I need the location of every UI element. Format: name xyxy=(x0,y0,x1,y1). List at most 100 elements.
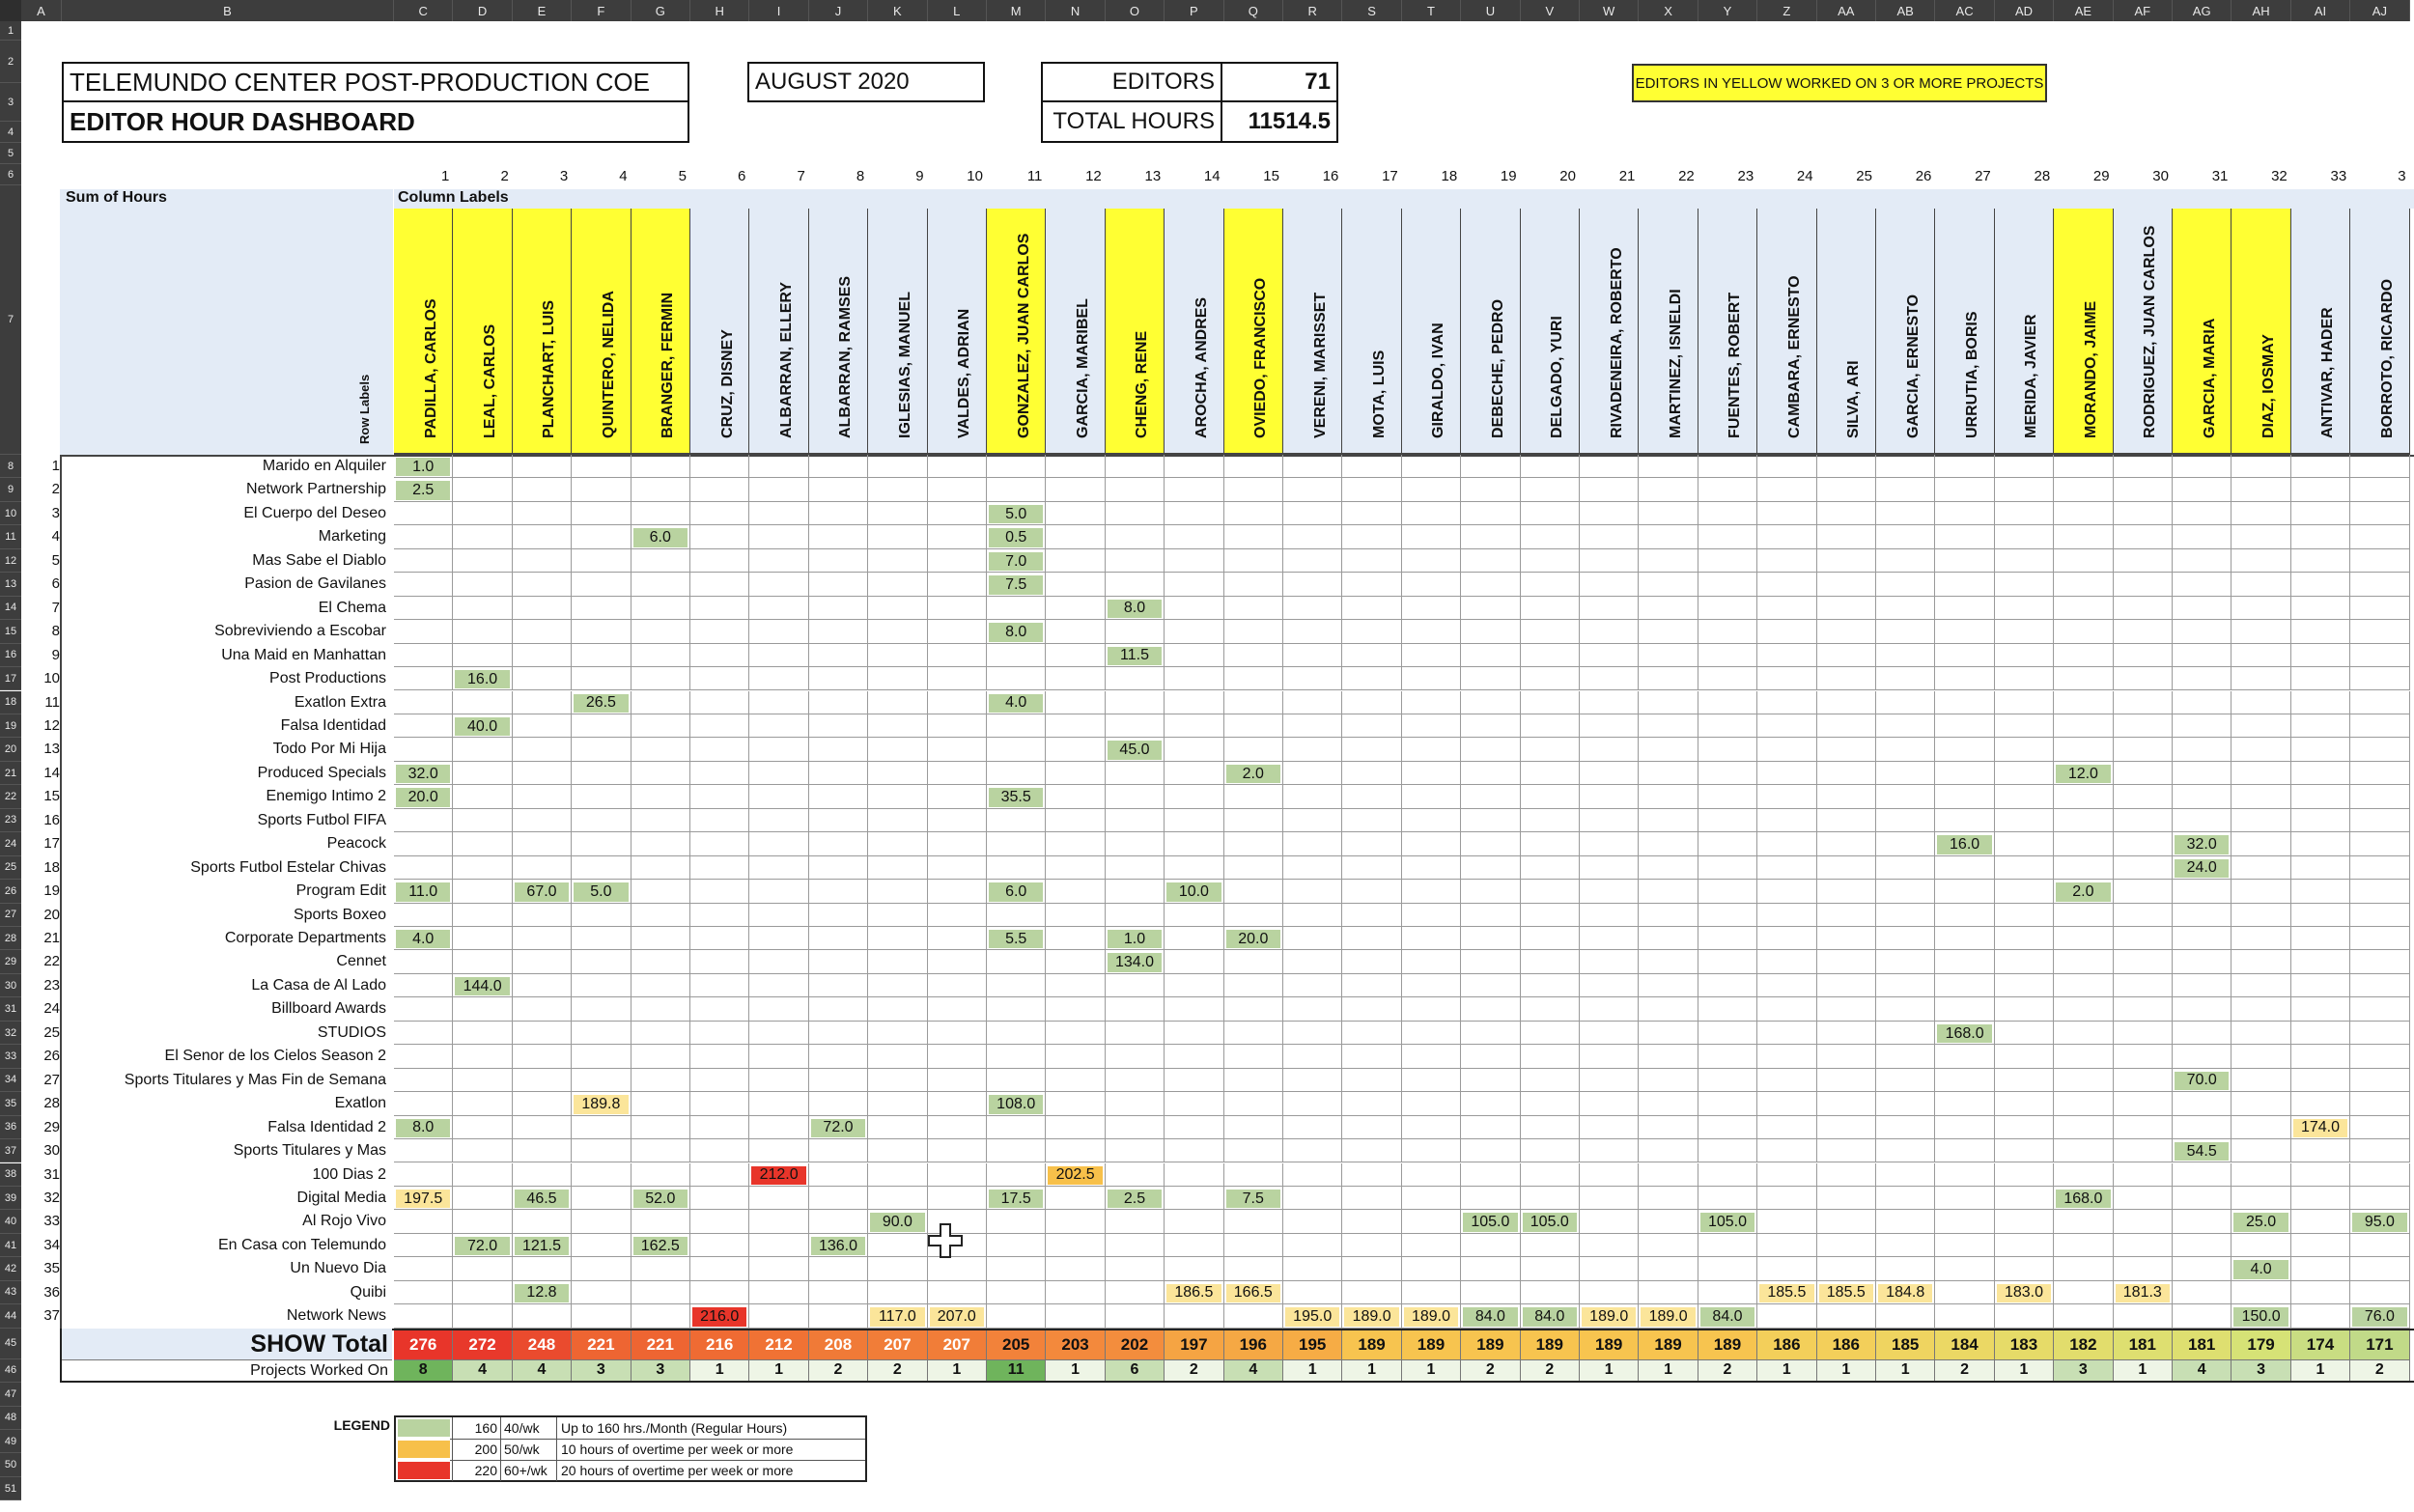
grid-cell[interactable] xyxy=(2290,950,2351,974)
grid-cell[interactable] xyxy=(1520,1210,1580,1234)
hours-value[interactable]: 105.0 xyxy=(1463,1213,1518,1232)
grid-cell[interactable] xyxy=(1757,596,1817,621)
hours-value[interactable]: 84.0 xyxy=(1699,1307,1755,1327)
grid-cell[interactable] xyxy=(1223,832,1283,856)
grid-cell[interactable] xyxy=(2290,525,2351,549)
grid-cell[interactable] xyxy=(868,455,928,479)
grid-cell[interactable] xyxy=(1520,1233,1580,1258)
row-header[interactable]: 37 xyxy=(0,1139,21,1163)
grid-cell[interactable] xyxy=(1639,808,1698,833)
grid-cell[interactable] xyxy=(868,478,928,502)
grid-cell[interactable] xyxy=(1401,1233,1462,1258)
grid-cell[interactable] xyxy=(2350,1304,2410,1329)
grid-cell[interactable] xyxy=(2054,714,2114,739)
grid-cell[interactable] xyxy=(394,738,454,762)
hours-value[interactable]: 207.0 xyxy=(929,1307,984,1327)
grid-cell[interactable] xyxy=(1698,667,1758,691)
grid-cell[interactable] xyxy=(808,1162,869,1187)
grid-cell[interactable] xyxy=(2054,1280,2114,1305)
grid-cell[interactable] xyxy=(1046,950,1106,974)
grid-cell[interactable] xyxy=(1283,1210,1343,1234)
grid-cell[interactable] xyxy=(1283,525,1343,549)
grid-cell[interactable] xyxy=(512,738,573,762)
show-name[interactable]: Billboard Awards xyxy=(271,1000,386,1018)
hours-value[interactable]: 5.0 xyxy=(989,504,1044,524)
grid-cell[interactable] xyxy=(2232,1068,2291,1093)
projects-count[interactable]: 3 xyxy=(2232,1358,2291,1381)
grid-cell[interactable] xyxy=(2232,620,2291,644)
row-header[interactable]: 29 xyxy=(0,950,21,974)
hours-value[interactable]: 16.0 xyxy=(1937,835,1992,854)
grid-cell[interactable] xyxy=(868,620,928,644)
grid-cell[interactable] xyxy=(1935,950,1995,974)
grid-cell[interactable] xyxy=(690,501,750,526)
grid-cell[interactable] xyxy=(1223,501,1283,526)
hours-value[interactable]: 20.0 xyxy=(1225,930,1280,949)
grid-cell[interactable] xyxy=(1935,1280,1995,1305)
grid-cell[interactable] xyxy=(1165,1045,1224,1069)
grid-cell[interactable] xyxy=(394,1092,454,1116)
grid-cell[interactable] xyxy=(1639,596,1698,621)
grid-cell[interactable] xyxy=(394,1045,454,1069)
projects-count[interactable]: 1 xyxy=(2113,1358,2173,1381)
grid-cell[interactable] xyxy=(1342,1257,1402,1281)
grid-cell[interactable] xyxy=(453,501,513,526)
grid-cell[interactable] xyxy=(2113,714,2173,739)
grid-cell[interactable] xyxy=(1580,455,1640,479)
grid-cell[interactable] xyxy=(1698,620,1758,644)
grid-cell[interactable] xyxy=(2113,1233,2173,1258)
grid-cell[interactable] xyxy=(808,1257,869,1281)
grid-cell[interactable] xyxy=(1520,620,1580,644)
grid-cell[interactable] xyxy=(1105,548,1165,574)
grid-cell[interactable] xyxy=(1757,1115,1817,1140)
grid-cell[interactable] xyxy=(1283,501,1343,526)
grid-cell[interactable] xyxy=(987,1045,1047,1069)
grid-cell[interactable] xyxy=(2232,855,2291,881)
grid-cell[interactable] xyxy=(1935,1115,1995,1140)
grid-cell[interactable] xyxy=(749,1162,809,1187)
grid-cell[interactable] xyxy=(1046,1162,1106,1187)
grid-cell[interactable] xyxy=(1639,548,1698,574)
grid-cell[interactable] xyxy=(1283,1280,1343,1305)
grid-cell[interactable] xyxy=(1283,478,1343,502)
grid-cell[interactable] xyxy=(1816,785,1876,809)
projects-count[interactable]: 2 xyxy=(868,1358,928,1381)
grid-cell[interactable] xyxy=(868,761,928,786)
hours-value[interactable]: 7.0 xyxy=(989,551,1044,572)
grid-cell[interactable] xyxy=(2113,927,2173,951)
grid-cell[interactable] xyxy=(512,1210,573,1234)
grid-cell[interactable] xyxy=(1223,1092,1283,1116)
grid-cell[interactable] xyxy=(1816,1115,1876,1140)
grid-cell[interactable] xyxy=(1165,950,1224,974)
grid-cell[interactable] xyxy=(394,1139,454,1163)
grid-cell[interactable] xyxy=(987,808,1047,833)
hours-value[interactable]: 70.0 xyxy=(2175,1071,2230,1091)
grid-cell[interactable] xyxy=(1342,1233,1402,1258)
grid-cell[interactable] xyxy=(1283,855,1343,881)
grid-cell[interactable] xyxy=(2350,997,2410,1022)
grid-cell[interactable] xyxy=(631,927,690,951)
editor-header[interactable]: BORROTO, RICARDO xyxy=(2350,209,2410,455)
grid-cell[interactable] xyxy=(987,1210,1047,1234)
editor-header[interactable]: LEAL, CARLOS xyxy=(453,209,513,455)
grid-cell[interactable] xyxy=(1935,1045,1995,1069)
grid-cell[interactable] xyxy=(1639,1045,1698,1069)
hours-value[interactable]: 168.0 xyxy=(2056,1189,2111,1209)
row-header[interactable]: 7 xyxy=(0,185,21,455)
grid-cell[interactable] xyxy=(690,1210,750,1234)
grid-cell[interactable] xyxy=(453,1068,513,1093)
grid-cell[interactable] xyxy=(1105,832,1165,856)
grid-cell[interactable] xyxy=(394,1115,454,1140)
show-total-value[interactable]: 202 xyxy=(1105,1330,1165,1359)
hours-value[interactable]: 16.0 xyxy=(455,670,510,689)
grid-cell[interactable] xyxy=(690,1115,750,1140)
grid-cell[interactable] xyxy=(1165,643,1224,668)
grid-cell[interactable] xyxy=(1520,832,1580,856)
grid-cell[interactable] xyxy=(2232,1304,2291,1329)
grid-cell[interactable] xyxy=(868,573,928,597)
grid-cell[interactable] xyxy=(631,1280,690,1305)
hours-value[interactable]: 76.0 xyxy=(2352,1307,2407,1327)
show-total-value[interactable]: 189 xyxy=(1342,1330,1402,1359)
row-header[interactable]: 48 xyxy=(0,1406,21,1430)
grid-cell[interactable] xyxy=(1165,738,1224,762)
